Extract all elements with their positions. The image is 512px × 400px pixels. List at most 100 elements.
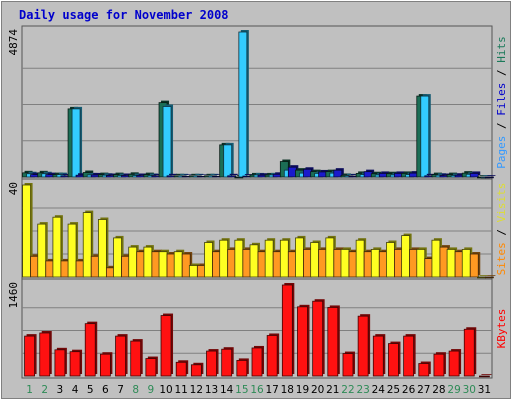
x-tick-label-day-10: 10 xyxy=(159,384,172,396)
legend-entry: Hits xyxy=(495,36,508,63)
bar-files-day-14 xyxy=(227,173,238,178)
bar-kbytes-day-26 xyxy=(403,334,416,377)
bar-kbytes-day-18 xyxy=(281,283,295,377)
x-tick-label-day-21: 21 xyxy=(326,384,339,396)
bar-kbytes-day-11 xyxy=(175,360,189,377)
x-tick-label-day-28: 28 xyxy=(432,384,445,396)
bar-kbytes-day-10 xyxy=(160,313,174,377)
bar-kbytes-day-4 xyxy=(69,349,83,377)
panel-bottom: 1460 KBytes xyxy=(7,278,508,379)
x-tick-label-day-27: 27 xyxy=(417,384,430,396)
x-tick-label-day-19: 19 xyxy=(296,384,309,396)
x-tick-label-day-25: 25 xyxy=(387,384,400,396)
x-tick-label-day-30: 30 xyxy=(463,384,476,396)
x-tick-label-day-29: 29 xyxy=(447,384,460,396)
bar-kbytes-day-2 xyxy=(39,330,52,377)
bar-kbytes-day-9 xyxy=(145,356,158,377)
x-tick-label-day-13: 13 xyxy=(205,384,218,396)
x-tick-label-day-1: 1 xyxy=(26,384,33,396)
x-tick-label-day-4: 4 xyxy=(72,384,79,396)
x-tick-label-day-24: 24 xyxy=(372,384,386,396)
legend-entry: / xyxy=(495,222,508,242)
y-max-label-middle: 40 xyxy=(7,182,20,195)
bar-kbytes-day-28 xyxy=(433,352,446,377)
panel-middle: 40 Sites / Visits xyxy=(7,178,508,280)
bar-kbytes-day-19 xyxy=(297,304,310,377)
bar-kbytes-day-14 xyxy=(221,347,234,377)
y-max-label-top: 4874 xyxy=(7,29,20,56)
x-tick-label-day-9: 9 xyxy=(148,384,155,396)
legend-label-bottom: KBytes xyxy=(495,309,508,349)
x-tick-label-day-23: 23 xyxy=(356,384,369,396)
x-axis-tick-labels: 1 2 3 4 5 6 7 8 9 10 11 12 13 14 15 16 17 18 19 20 21 22 23 24 2… xyxy=(26,384,491,396)
legend-entry: Files xyxy=(495,83,508,116)
bar-pages-day-27 xyxy=(420,94,431,178)
bar-kbytes-day-31 xyxy=(479,374,492,378)
legend-entry: Sites xyxy=(495,242,508,275)
x-tick-label-day-22: 22 xyxy=(341,384,354,396)
legend-entry: KBytes xyxy=(495,309,508,349)
legend-entry: / xyxy=(495,116,508,136)
bar-kbytes-day-1 xyxy=(24,334,37,377)
bar-kbytes-day-25 xyxy=(388,341,401,377)
bar-visits-day-6 xyxy=(97,217,109,278)
bar-kbytes-day-5 xyxy=(84,321,98,377)
x-tick-label-day-2: 2 xyxy=(41,384,48,396)
x-tick-label-day-5: 5 xyxy=(87,384,94,396)
x-tick-label-day-8: 8 xyxy=(132,384,139,396)
legend-entry: Pages xyxy=(495,136,508,169)
bar-kbytes-day-6 xyxy=(99,352,113,377)
bar-files-day-31 xyxy=(485,175,496,179)
x-tick-label-day-15: 15 xyxy=(235,384,248,396)
x-tick-label-day-31: 31 xyxy=(478,384,491,396)
x-tick-label-day-7: 7 xyxy=(117,384,124,396)
bar-kbytes-day-22 xyxy=(342,351,355,377)
bar-kbytes-day-3 xyxy=(54,347,67,377)
bar-visits-day-1 xyxy=(22,183,33,278)
bar-kbytes-day-29 xyxy=(448,349,462,377)
bar-kbytes-day-27 xyxy=(418,361,431,377)
legend-entry: / xyxy=(495,63,508,83)
chart-panels: 4874 Pages / Files / Hits 40 Sites / Visits… xyxy=(7,25,508,379)
bar-kbytes-day-16 xyxy=(251,345,264,377)
bar-pages-day-14 xyxy=(223,142,234,178)
panel-top: 4874 Pages / Files / Hits xyxy=(7,25,508,180)
bar-kbytes-day-12 xyxy=(190,362,204,377)
bar-visits-day-2 xyxy=(37,222,48,278)
x-tick-label-day-3: 3 xyxy=(57,384,64,396)
legend-label-top: Pages / Files / Hits xyxy=(495,36,508,169)
bar-pages-day-15 xyxy=(238,30,249,178)
bar-kbytes-day-30 xyxy=(463,327,477,377)
x-tick-label-day-18: 18 xyxy=(281,384,294,396)
bar-sites-day-30 xyxy=(469,252,481,278)
legend-entry: Visits xyxy=(495,183,508,223)
bar-kbytes-day-13 xyxy=(206,349,219,377)
x-tick-label-day-16: 16 xyxy=(250,384,264,396)
legend-label-middle: Sites / Visits xyxy=(495,183,508,276)
bar-pages-day-4 xyxy=(71,106,83,178)
x-tick-label-day-14: 14 xyxy=(220,384,234,396)
x-tick-label-day-6: 6 xyxy=(102,384,109,396)
chart-title: Daily usage for November 2008 xyxy=(19,8,229,22)
bar-sites-day-31 xyxy=(485,275,496,279)
bar-files-day-21 xyxy=(333,168,344,178)
x-tick-label-day-12: 12 xyxy=(190,384,203,396)
bar-kbytes-day-8 xyxy=(130,339,143,377)
bar-visits-day-3 xyxy=(52,215,63,278)
bar-visits-day-4 xyxy=(67,222,79,278)
y-max-label-bottom: 1460 xyxy=(7,282,20,309)
bar-kbytes-day-23 xyxy=(357,314,371,377)
bar-kbytes-day-20 xyxy=(312,299,325,377)
bar-kbytes-day-17 xyxy=(266,333,280,377)
bar-kbytes-day-15 xyxy=(236,358,249,377)
bar-kbytes-day-7 xyxy=(115,334,128,377)
bar-files-day-30 xyxy=(469,171,481,178)
x-tick-label-day-26: 26 xyxy=(402,384,416,396)
bar-kbytes-day-24 xyxy=(372,334,386,377)
bar-visits-day-5 xyxy=(82,210,94,278)
bar-kbytes-day-21 xyxy=(327,305,340,377)
x-tick-label-day-11: 11 xyxy=(175,384,188,396)
plot-area xyxy=(21,25,493,180)
